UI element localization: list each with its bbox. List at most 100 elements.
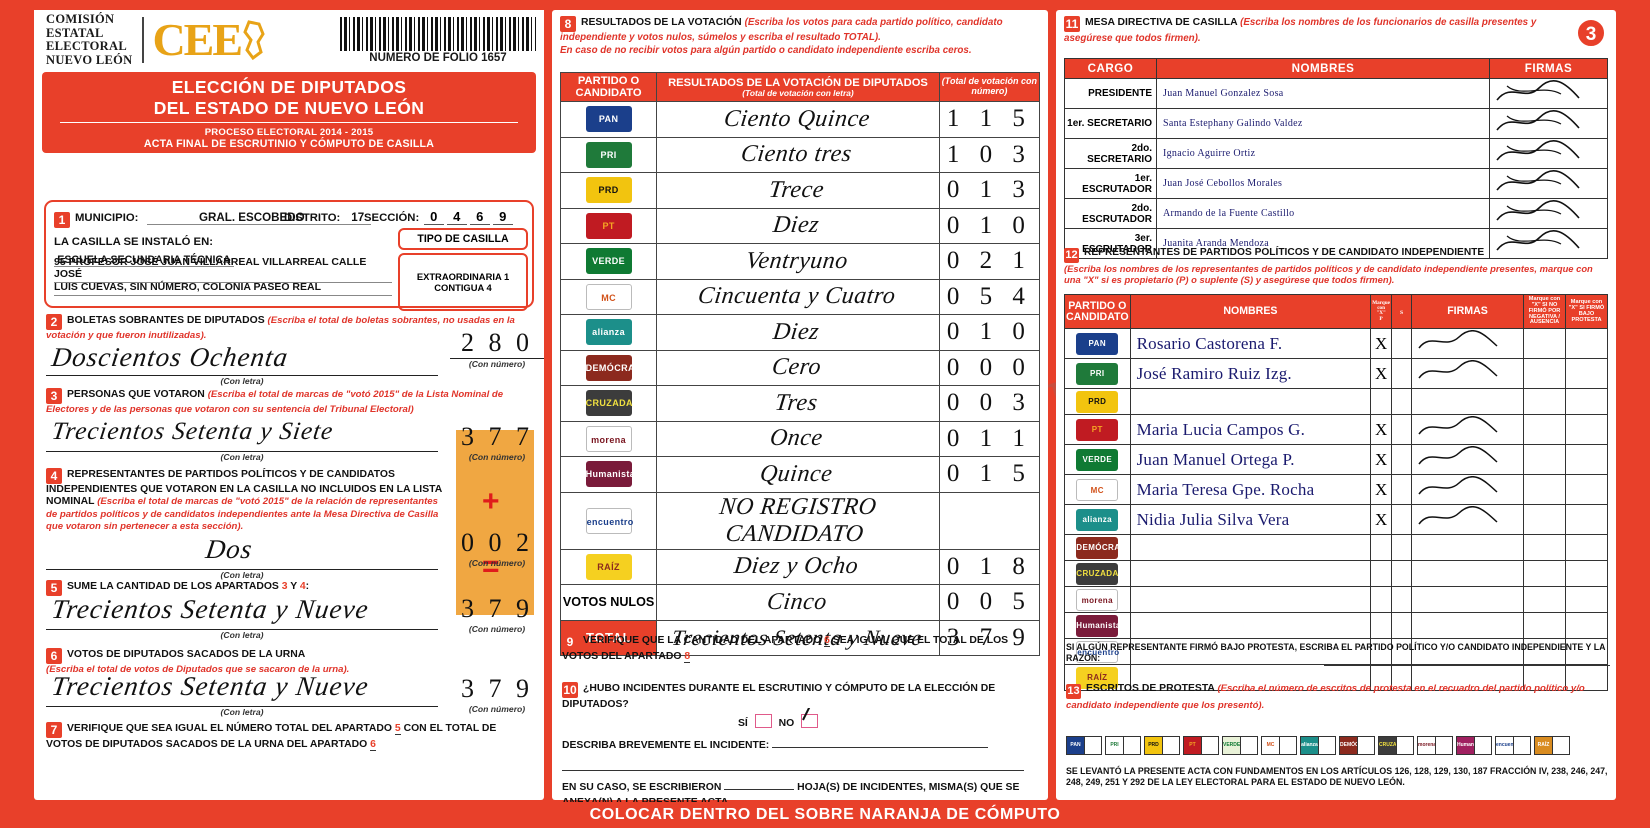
rep-nombre[interactable]: José Ramiro Ruiz Izg. [1129,358,1372,390]
rep-no-firmo-cell[interactable] [1523,586,1566,614]
rep-propietario-mark[interactable] [1370,586,1392,614]
rep-firma-cell[interactable] [1411,444,1524,476]
rep-no-firmo-cell[interactable] [1523,534,1566,562]
rep-no-firmo-cell[interactable] [1523,328,1566,360]
rep-bajo-protesta-cell[interactable] [1565,638,1608,666]
rep-no-firmo-cell[interactable] [1523,414,1566,446]
rep-suplente-mark[interactable] [1391,414,1412,446]
rep-propietario-mark[interactable]: X [1370,328,1392,360]
mesa-nombre[interactable]: Juan Manuel Gonzalez Sosa [1156,78,1490,109]
rep-bajo-protesta-cell[interactable] [1565,560,1608,588]
rep-firma-cell[interactable] [1411,474,1524,506]
rep-firma-cell[interactable] [1411,358,1524,390]
protest-count-input[interactable] [1396,737,1413,754]
rep-nombre[interactable] [1129,388,1372,416]
rep-suplente-mark[interactable] [1391,612,1412,640]
rep-no-firmo-cell[interactable] [1523,612,1566,640]
rep-no-firmo-cell[interactable] [1523,474,1566,506]
seccion-digit-4[interactable]: 9 [492,209,513,225]
vote-number-cell[interactable]: 0 1 0 [938,207,1041,245]
section-6-number-value[interactable]: 3 7 9 [461,674,533,703]
vote-number-cell[interactable]: 0 0 0 [938,349,1041,387]
rep-firma-cell[interactable] [1411,638,1524,666]
address-line-1[interactable]: ESCUELA SECUNDARIA TÉCNICA [54,254,234,267]
rep-propietario-mark[interactable] [1370,534,1392,562]
protest-count-input[interactable] [1318,737,1335,754]
si-checkbox[interactable] [754,713,772,728]
section-3-number-value[interactable]: 3 7 7 [461,422,533,451]
rep-firma-cell[interactable] [1411,414,1524,446]
vote-number-cell[interactable]: 0 1 5 [938,456,1041,493]
protest-count-input[interactable] [1552,737,1569,754]
rep-suplente-mark[interactable] [1391,560,1412,588]
no-checkbox[interactable] [801,707,819,728]
mesa-nombre[interactable]: Santa Estephany Galindo Valdez [1156,108,1490,139]
section-5-letter-value[interactable]: Trecientos Setenta y Nueve [49,594,371,624]
seccion-digit-2[interactable]: 4 [446,209,467,225]
address-line-3[interactable]: LUIS CUEVAS, SIN NÚMERO, COLONIA PASEO R… [54,281,392,296]
rep-bajo-protesta-cell[interactable] [1565,388,1608,416]
address-line-2[interactable]: 95 PROFESOR JOSÉ JUAN VILLARREAL VILLARR… [54,256,392,283]
protest-count-input[interactable] [1279,737,1296,754]
mesa-firma-cell[interactable] [1489,228,1608,259]
section-6-letter-value[interactable]: Trecientos Setenta y Nueve [49,671,371,701]
protest-box[interactable]: alianza [1300,736,1336,755]
vote-number-cell[interactable]: 0 5 4 [938,278,1041,316]
protest-count-input[interactable] [1474,737,1491,754]
vote-number-cell[interactable]: 0 1 0 [938,314,1041,351]
rep-nombre[interactable] [1129,612,1372,640]
rep-nombre[interactable]: Maria Teresa Gpe. Rocha [1129,474,1372,506]
vote-letter-cell[interactable]: Tres [656,385,940,422]
protest-count-input[interactable] [1357,737,1374,754]
rep-propietario-mark[interactable] [1370,612,1392,640]
mesa-firma-cell[interactable] [1489,168,1608,199]
rep-no-firmo-cell[interactable] [1523,504,1566,536]
vote-number-cell[interactable]: 1 0 3 [938,136,1041,174]
votos-nulos-number[interactable]: 0 0 5 [946,588,1032,616]
protest-count-input[interactable] [1084,737,1101,754]
vote-letter-cell[interactable]: NO REGISTRO CANDIDATO [656,491,940,550]
section-2-letter-value[interactable]: Doscientos Ochenta [49,342,291,373]
rep-firma-cell[interactable] [1411,328,1524,360]
rep-suplente-mark[interactable] [1391,474,1412,506]
mesa-firma-cell[interactable] [1489,138,1608,169]
rep-firma-cell[interactable] [1411,612,1524,640]
protest-box[interactable]: CRUZADA [1378,736,1414,755]
protest-count-input[interactable] [1201,737,1218,754]
rep-nombre[interactable] [1129,664,1372,692]
protest-reason-input[interactable] [1324,665,1610,666]
protest-box[interactable]: PRI [1105,736,1141,755]
vote-letter-cell[interactable]: Diez y Ocho [656,548,940,586]
votos-nulos-letter[interactable]: Cinco [765,588,829,615]
rep-propietario-mark[interactable]: X [1370,414,1392,446]
vote-letter-cell[interactable]: Once [656,420,940,458]
vote-letter-cell[interactable]: Quince [656,456,940,493]
rep-no-firmo-cell[interactable] [1523,560,1566,588]
rep-no-firmo-cell[interactable] [1523,444,1566,476]
rep-bajo-protesta-cell[interactable] [1565,414,1608,446]
rep-propietario-mark[interactable]: X [1370,358,1392,390]
rep-firma-cell[interactable] [1411,534,1524,562]
rep-propietario-mark[interactable]: X [1370,474,1392,506]
rep-propietario-mark[interactable] [1370,388,1392,416]
rep-suplente-mark[interactable] [1391,358,1412,390]
mesa-nombre[interactable]: Juanita Aranda Mendoza [1156,228,1490,259]
rep-no-firmo-cell[interactable] [1523,388,1566,416]
rep-bajo-protesta-cell[interactable] [1565,586,1608,614]
protest-box[interactable]: RAÍZ [1534,736,1570,755]
rep-bajo-protesta-cell[interactable] [1565,474,1608,506]
seccion-digit-3[interactable]: 6 [469,209,490,225]
rep-firma-cell[interactable] [1411,388,1524,416]
protest-box[interactable]: PAN [1066,736,1102,755]
rep-suplente-mark[interactable] [1391,586,1412,614]
vote-number-cell[interactable] [938,491,1041,550]
rep-nombre[interactable] [1129,586,1372,614]
mesa-firma-cell[interactable] [1489,198,1608,229]
rep-nombre[interactable]: Maria Lucia Campos G. [1129,414,1372,446]
rep-nombre[interactable]: Juan Manuel Ortega P. [1129,444,1372,476]
protest-count-input[interactable] [1123,737,1140,754]
section-5-number-value[interactable]: 3 7 9 [461,594,533,623]
rep-bajo-protesta-cell[interactable] [1565,358,1608,390]
vote-number-cell[interactable]: 0 1 8 [938,548,1041,586]
protest-box[interactable]: DEMÓCRATA [1339,736,1375,755]
